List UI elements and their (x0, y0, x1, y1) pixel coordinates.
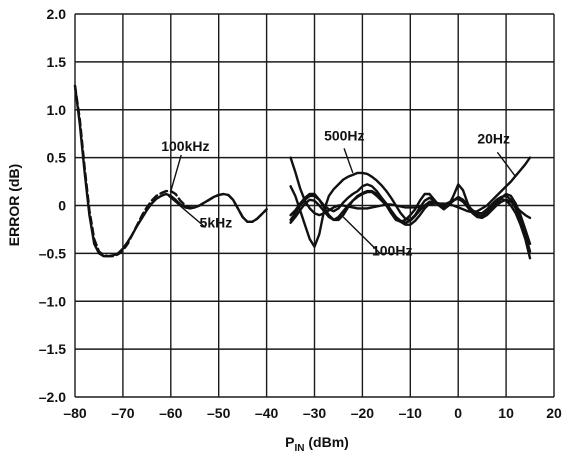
annotation-500Hz: 500Hz (324, 127, 364, 143)
x-tick-label: –10 (399, 405, 423, 421)
x-tick-label: –50 (207, 405, 231, 421)
annotation-pointer (167, 195, 206, 229)
y-tick-label: –1.5 (39, 341, 66, 357)
annotation-pointer (343, 148, 354, 174)
annotation-5kHz: 5kHz (200, 215, 233, 231)
annotation-pointer (496, 151, 517, 178)
annotation-pointer (342, 216, 381, 254)
grid (74, 13, 555, 398)
x-tick-label: –70 (111, 405, 135, 421)
annotations: 100kHz 5kHz 500Hz 20Hz 100Hz (161, 127, 517, 258)
annotation-20Hz: 20Hz (477, 130, 510, 146)
data-series (73, 84, 532, 260)
tick-labels: –80 –70 –60 –50 –40 –30 –20 –10 0 10 20 2.0 1.5 1.0 0.… (39, 6, 562, 421)
y-tick-label: –2.0 (39, 389, 66, 405)
x-tick-label: 0 (454, 405, 462, 421)
x-tick-label: 10 (498, 405, 514, 421)
annotation-100Hz: 100Hz (372, 242, 412, 258)
y-tick-label: –0.5 (39, 245, 66, 261)
annotation-100kHz: 100kHz (161, 138, 209, 154)
x-tick-label: –60 (159, 405, 183, 421)
y-tick-label: 2.0 (47, 6, 67, 22)
series-line-unlabeled (289, 190, 532, 224)
series-line-5kHz (73, 84, 268, 258)
x-axis-label-unit: (dBm) (305, 434, 349, 450)
y-tick-label: 0.5 (47, 150, 67, 166)
series-line-unlabeled (289, 183, 532, 260)
y-tick-label: 0 (58, 198, 66, 214)
x-tick-label: –40 (255, 405, 279, 421)
x-tick-label: –30 (303, 405, 327, 421)
x-axis-label-subscript: IN (295, 443, 305, 454)
y-tick-label: –1.0 (39, 293, 66, 309)
x-tick-label: 20 (546, 405, 562, 421)
y-axis-label: ERROR (dB) (6, 164, 22, 246)
y-tick-label: 1.5 (47, 54, 67, 70)
annotation-pointer (170, 154, 182, 192)
x-tick-label: –20 (351, 405, 375, 421)
y-tick-label: 1.0 (47, 102, 67, 118)
x-axis-label-main: P (285, 434, 294, 450)
x-axis-label: PIN (dBm) (285, 434, 349, 454)
x-tick-label: –80 (63, 405, 87, 421)
